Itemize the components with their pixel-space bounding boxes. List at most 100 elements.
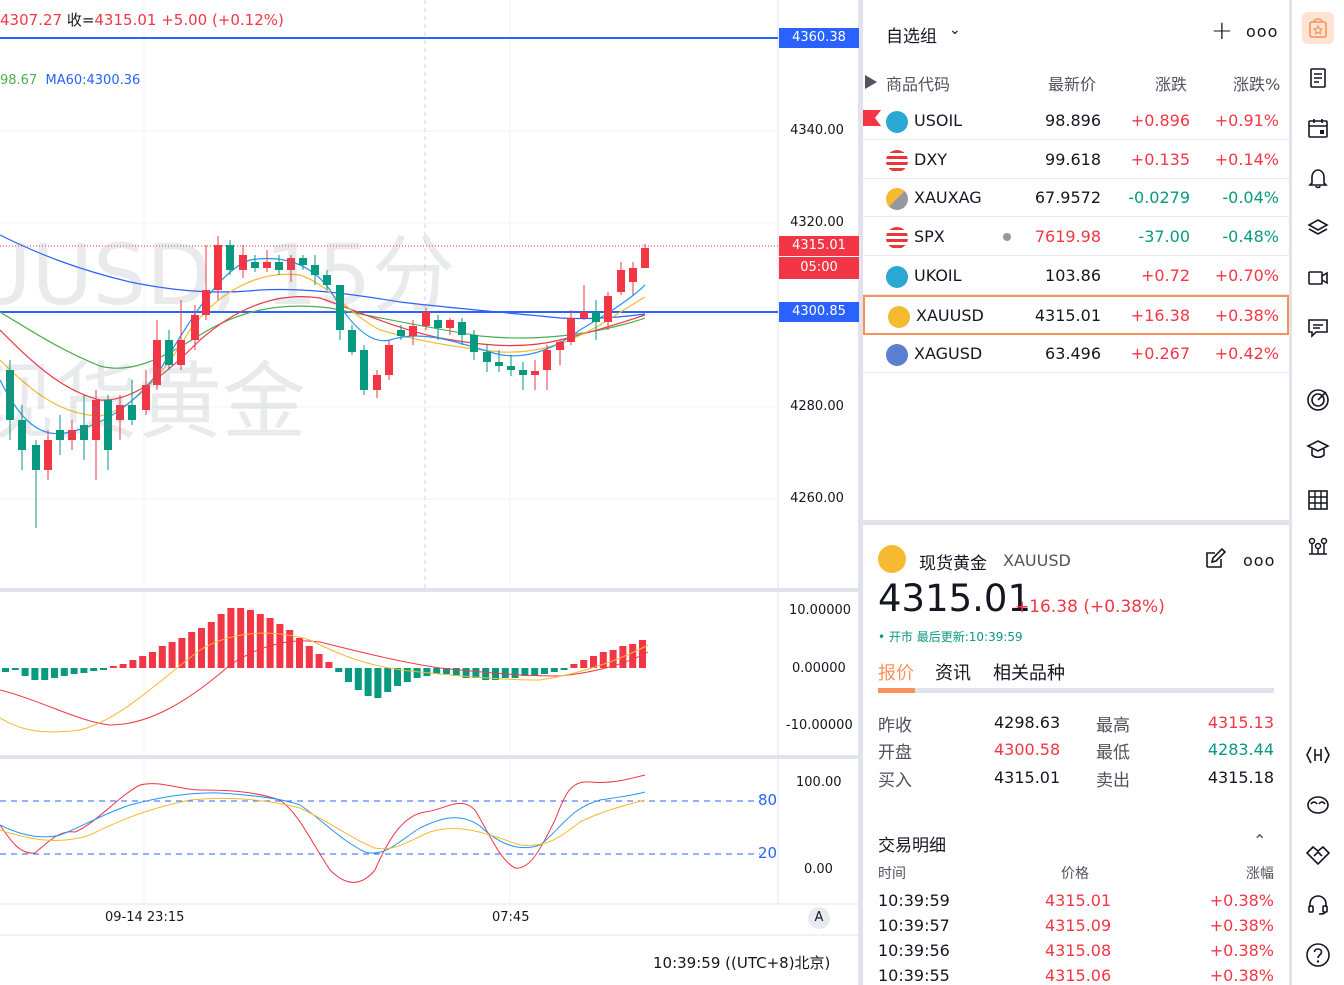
macd-bar (639, 640, 646, 668)
quote-value: 4315.01 (994, 768, 1061, 787)
kdj-axis-label: 0.00 (804, 862, 833, 877)
quote-value: 4300.58 (994, 740, 1061, 759)
sort-flag-icon[interactable] (863, 74, 879, 90)
line-price-tag-top[interactable]: 4360.38 (779, 28, 859, 48)
chart-panel[interactable]: 4307.27 收=4315.01 +5.00 (+0.12%) 98.67 M… (0, 0, 859, 985)
gold-silver-icon (886, 188, 908, 210)
candle-body (128, 405, 136, 420)
macd-bar (51, 668, 58, 678)
ma-line-green (0, 305, 646, 369)
watchlist-row-ukoil[interactable]: UKOIL 103.86 +0.72 +0.70% (863, 257, 1289, 295)
tab-related[interactable]: 相关品种 (993, 663, 1065, 684)
more-options-icon[interactable]: ooo (1246, 22, 1279, 41)
kdj-d-line (0, 797, 646, 850)
video-icon[interactable] (1302, 262, 1334, 294)
us-flag-icon (886, 227, 908, 249)
red-flag-icon[interactable] (863, 110, 881, 126)
help-icon[interactable] (1302, 939, 1334, 971)
candle-body (556, 342, 564, 350)
trade-time: 10:39:59 (878, 891, 950, 910)
trades-header-pct: 涨幅 (1246, 866, 1274, 882)
handshake-icon[interactable] (1302, 839, 1334, 871)
macd-bar (227, 608, 235, 668)
alert-bell-icon[interactable] (1302, 162, 1334, 194)
macd-bar (129, 660, 137, 668)
column-header-change-pct[interactable]: 涨跌% (1233, 75, 1281, 94)
watchlist-row-xagusd[interactable]: XAGUSD 63.496 +0.267 +0.42% (863, 335, 1289, 373)
change: -0.0279 (1128, 188, 1190, 207)
column-header-last[interactable]: 最新价 (1048, 75, 1097, 94)
chart-canvas[interactable] (0, 0, 858, 985)
column-header-change[interactable]: 涨跌 (1155, 75, 1188, 94)
watchlist-row-spx[interactable]: SPX 7619.98 -37.00 -0.48% (863, 218, 1289, 256)
candle-body (202, 290, 210, 315)
candle-body (239, 255, 247, 270)
symbol-detail-panel: 现货黄金 XAUUSD ooo 4315.01 +16.38 (+0.38%) … (863, 525, 1289, 985)
kdj-level-20: 20 (758, 844, 778, 862)
layers-icon[interactable] (1302, 212, 1334, 244)
quote-value: 4283.44 (1207, 740, 1274, 759)
quote-value: 4298.63 (994, 713, 1061, 732)
watchlist-row-xauusd[interactable]: XAUUSD 4315.01 +16.38 +0.38% (863, 295, 1289, 335)
watchlist-row-xauxag[interactable]: XAUXAG 67.9572 -0.0279 -0.04% (863, 179, 1289, 217)
clock-timezone[interactable]: 10:39:59 ((UTC+8)北京) (653, 954, 831, 972)
table-icon[interactable] (1302, 484, 1334, 516)
change-pct: +0.14% (1214, 150, 1279, 169)
candle-body (434, 320, 442, 328)
macd-bar (90, 668, 98, 671)
watchlist-row-usoil[interactable]: USOIL 98.896 +0.896 +0.91% (863, 102, 1289, 140)
macd-bar (472, 668, 480, 678)
trades-title: 交易明细 (878, 836, 946, 856)
macd-bar (100, 668, 107, 670)
macd-axis-label: -10.00000 (786, 718, 853, 733)
chat-icon[interactable] (1302, 312, 1334, 344)
ma-line-blue-long (0, 234, 646, 320)
education-icon[interactable] (1302, 434, 1334, 466)
trade-time: 10:39:56 (878, 941, 950, 960)
more-options-icon[interactable]: ooo (1243, 551, 1276, 570)
symbol: USOIL (914, 111, 963, 130)
symbol: XAGUSD (914, 344, 983, 363)
chevron-up-icon[interactable]: ⌃ (1253, 831, 1267, 850)
code-brackets-icon[interactable] (1302, 739, 1334, 771)
gold-icon (878, 545, 906, 573)
us-flag-icon (886, 150, 908, 172)
change: +0.267 (1130, 344, 1190, 363)
add-symbol-icon[interactable]: + (1211, 16, 1233, 46)
auto-scale-button[interactable]: A (808, 907, 830, 929)
kdj-j-line (0, 774, 646, 883)
candle-body (422, 312, 430, 326)
edit-icon[interactable] (1203, 547, 1227, 571)
macd-bar (237, 608, 245, 668)
headset-icon[interactable] (1302, 889, 1334, 921)
candle-body (567, 318, 575, 342)
watchlist-row-dxy[interactable]: DXY 99.618 +0.135 +0.14% (863, 141, 1289, 179)
mask-icon[interactable] (1302, 789, 1334, 821)
market-closed-dot-icon (1003, 233, 1011, 241)
watchlist-selector[interactable]: 自选组 (886, 27, 937, 47)
ohlc-prefix: 4307.27 (0, 11, 63, 29)
calendar-icon[interactable] (1302, 112, 1334, 144)
news-icon[interactable] (1302, 62, 1334, 94)
network-icon[interactable] (1302, 530, 1334, 562)
target-icon[interactable] (1302, 384, 1334, 416)
macd-bar (511, 668, 519, 678)
macd-bar (413, 668, 421, 678)
candle-body (373, 375, 381, 390)
macd-bar (31, 668, 39, 680)
candle-body (92, 400, 100, 440)
current-price-tag: 4315.01 (779, 236, 859, 256)
tab-news[interactable]: 资讯 (935, 663, 971, 684)
quote-label: 昨收 (878, 716, 912, 736)
line-price-tag-mid[interactable]: 4300.85 (779, 302, 859, 322)
tab-quote[interactable]: 报价 (878, 663, 914, 684)
candle-body (299, 258, 307, 265)
macd-bar (296, 638, 303, 668)
symbol: XAUUSD (916, 306, 984, 325)
column-header-symbol[interactable]: 商品代码 (886, 75, 951, 94)
watchlist-icon[interactable] (1302, 12, 1334, 44)
change-pct: -0.48% (1222, 227, 1279, 246)
macd-bar (168, 642, 176, 668)
candle-body (409, 326, 417, 336)
chevron-down-icon[interactable]: ⌄ (949, 22, 961, 38)
